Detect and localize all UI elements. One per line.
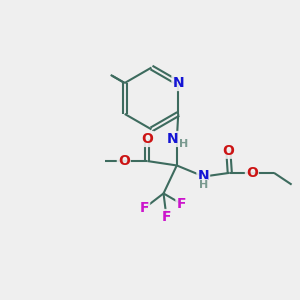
Text: H: H	[199, 180, 208, 190]
Text: N: N	[172, 76, 184, 90]
Text: F: F	[162, 210, 171, 224]
Text: N: N	[197, 169, 209, 183]
Text: F: F	[140, 201, 149, 215]
Text: H: H	[178, 139, 188, 149]
Text: O: O	[246, 166, 258, 180]
Text: F: F	[176, 197, 186, 211]
Text: N: N	[167, 132, 178, 146]
Text: O: O	[222, 144, 234, 158]
Text: O: O	[141, 132, 153, 146]
Text: O: O	[118, 154, 130, 168]
